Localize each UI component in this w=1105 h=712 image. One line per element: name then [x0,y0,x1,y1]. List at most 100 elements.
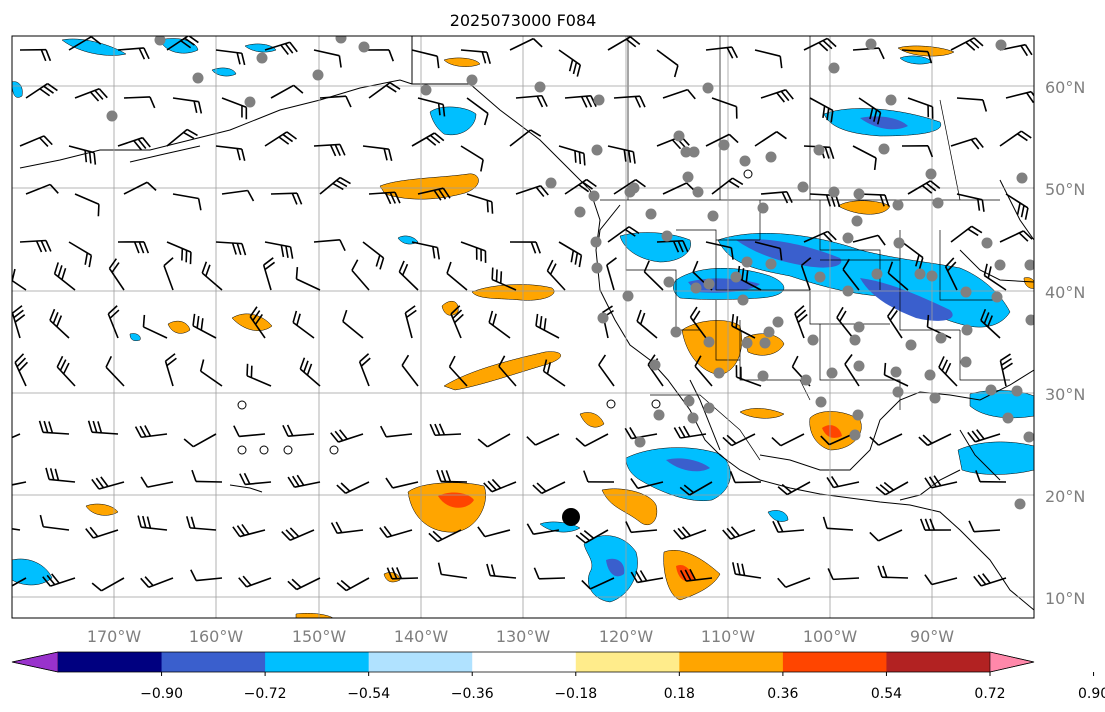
wind-barb [42,573,76,587]
lon-label: 90°W [910,627,954,646]
wind-barb [166,241,192,265]
wind-barb [411,132,445,147]
wind-barb [526,523,560,535]
wind-barb [852,234,886,246]
wind-barb [967,429,1001,443]
colorbar-label: −0.18 [554,686,597,702]
wind-barb [975,470,1007,483]
station-dot [797,181,809,193]
wind-barb [711,177,744,195]
wind-barb [968,520,1001,533]
wind-barb [546,259,566,291]
wind-barb [39,514,70,531]
lon-label: 130°W [496,627,551,646]
station-dot [765,151,777,163]
wind-barb [270,192,303,205]
wind-barb [535,313,560,339]
station-dot [1002,412,1014,424]
wind-barb [624,427,658,440]
wind-barb [607,226,640,243]
wind-barb [49,308,70,339]
coastlines [19,36,1034,611]
wind-barb [117,136,151,151]
wind-barb [760,89,794,103]
station-dot [849,429,861,441]
wind-barb [869,433,903,446]
wind-barb [711,97,738,119]
wind-barb [498,355,517,387]
wind-barb [722,526,756,540]
station-dot [853,188,865,200]
wind-barb [313,49,342,68]
wind-barb [820,433,854,446]
wind-barb [842,258,860,291]
wind-barb [368,191,401,205]
station-dot [718,139,730,151]
wind-barb [679,481,713,496]
wind-barb [336,481,370,495]
station-dot [1016,172,1028,184]
map-border [11,35,1035,619]
station-dot [1014,498,1026,510]
islands [229,169,753,493]
colorbar-label: 0.54 [871,686,902,702]
station-dot [985,384,997,396]
station-dot [932,197,944,209]
station-dot [702,82,714,94]
wind-barb [45,467,76,483]
wind-barb [460,145,484,172]
wind-barb [172,193,202,211]
wind-barb [201,261,223,291]
wind-barb [401,354,419,387]
wind-barb [950,137,984,150]
wind-barb [836,306,854,339]
wind-barb [239,472,272,486]
wind-barb [606,257,617,291]
wind-barb [477,433,511,448]
wind-barb [446,261,468,291]
wind-barb [754,130,787,147]
wind-barb [822,516,854,531]
station-dot [545,177,557,189]
colorbar-segment [679,652,784,672]
lon-label: 160°W [189,627,244,646]
wind-barb [264,241,294,259]
wind-barb [564,178,597,195]
station-dot [420,84,432,96]
station-dot [741,256,753,268]
latitude-labels: 60°N 50°N 40°N 30°N 20°N 10°N [1045,78,1085,608]
station-dot [590,236,602,248]
wind-barb [12,577,27,587]
colorbar-label: 0.36 [767,686,798,702]
wind-barb [877,565,909,579]
wind-barb [287,577,321,591]
colorbar-segment [575,652,680,672]
wind-barb [705,46,739,59]
colorbar-label: 0.72 [974,686,1005,702]
wind-barb [215,145,246,161]
wind-barb [673,425,707,439]
wind-barb [483,478,517,493]
colorbar-outline [11,651,1035,673]
wind-barb [643,260,664,291]
wind-barb [215,49,246,66]
wind-barb [249,306,266,339]
station-dot [192,72,204,84]
wind-barb [926,314,952,339]
colorbar-label: 0.90 [1078,686,1105,702]
wind-barb [689,306,707,339]
lon-label: 140°W [394,627,449,646]
station-dot [682,171,694,183]
station-dot [673,130,685,142]
station-dot [1023,431,1034,443]
wind-barb [190,569,223,582]
longitude-labels: 170°W 160°W 150°W 140°W 130°W 120°W 110°… [87,627,954,646]
wind-barb [336,577,370,592]
colorbar: −0.90 −0.72 −0.54 −0.36 −0.18 0.18 0.36 0.54 0.7… [11,651,1105,702]
wind-barb [679,568,713,582]
wind-barb [19,135,53,147]
wind-barb [613,95,646,108]
wind-barb [875,481,909,496]
wind-barb [166,128,198,147]
wind-barb [68,36,102,51]
